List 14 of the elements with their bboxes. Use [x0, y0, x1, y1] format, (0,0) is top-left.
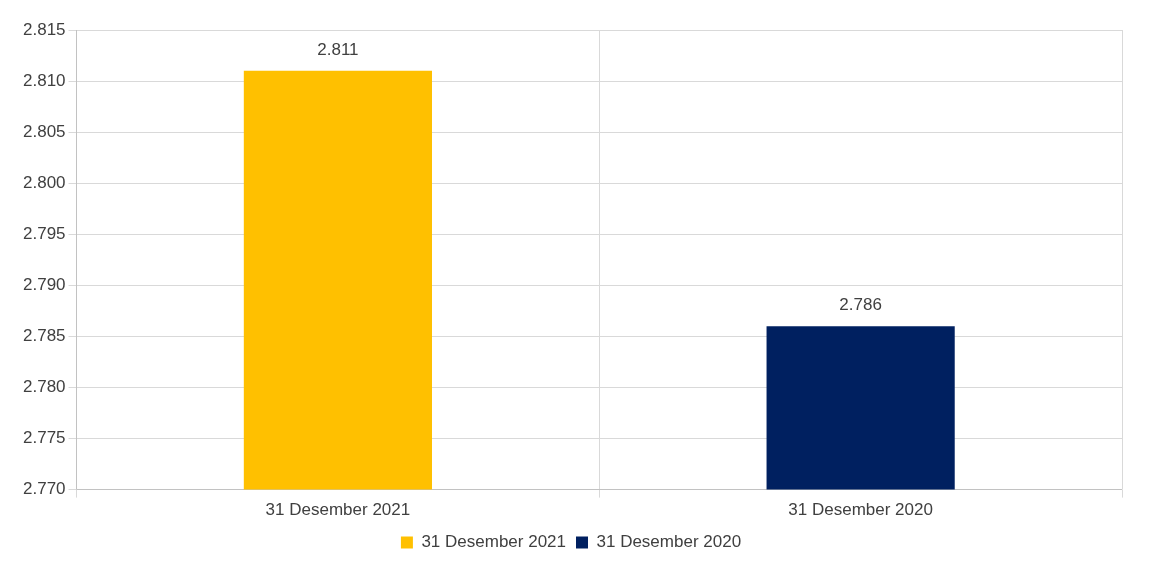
legend-label: 31 Desember 2020 [596, 532, 742, 552]
y-tick-label: 2.815 [22, 19, 66, 39]
y-tick-label: 2.800 [22, 172, 66, 192]
y-tick-label: 2.790 [22, 275, 66, 295]
y-tick-label: 2.785 [22, 326, 66, 346]
y-tick-label: 2.770 [22, 479, 66, 499]
data-label: 2.786 [839, 295, 882, 315]
y-tick-label: 2.805 [22, 121, 66, 141]
data-label: 2.811 [317, 40, 359, 60]
y-tick-label: 2.780 [22, 377, 66, 397]
y-tick-label: 2.775 [22, 428, 66, 448]
y-tick-label: 2.810 [22, 70, 66, 90]
y-tick-label: 2.795 [22, 223, 66, 243]
legend-label: 31 Desember 2021 [421, 532, 566, 552]
